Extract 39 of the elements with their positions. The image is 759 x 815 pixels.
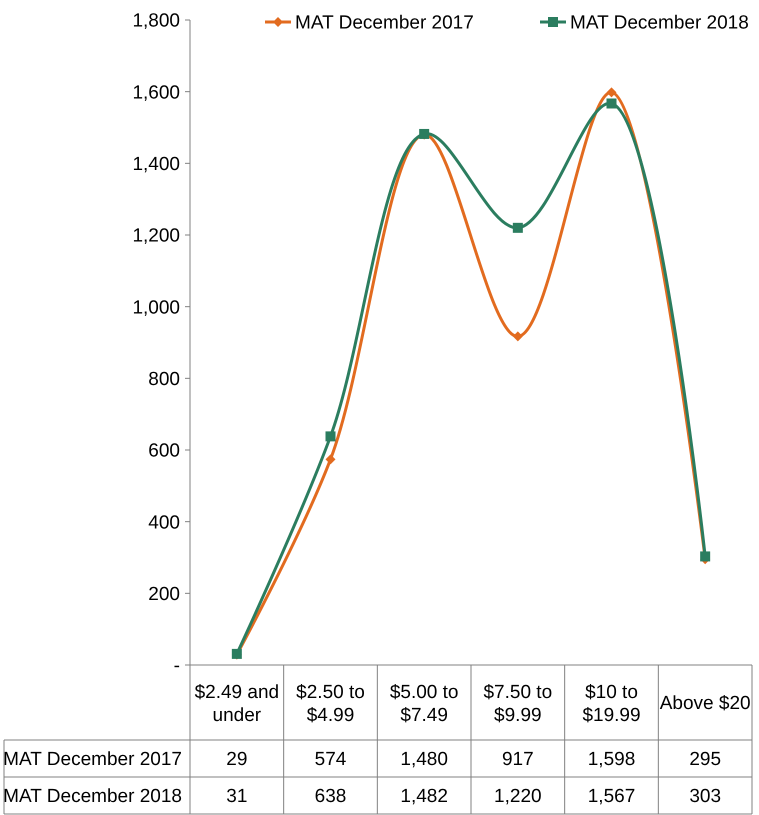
data-label: 1,482 — [400, 786, 448, 808]
data-label: 1,598 — [588, 749, 636, 770]
data-label: 303 — [689, 786, 722, 808]
point — [606, 98, 616, 108]
data-label: 29 — [226, 749, 248, 770]
text: MAT December 2018 — [3, 786, 182, 808]
y-tick-label: 1,200 — [132, 226, 180, 247]
y-tick-label: 1,600 — [132, 82, 180, 104]
y-tick-label: 1,400 — [132, 154, 180, 175]
y-tick-label: 400 — [148, 512, 180, 534]
point — [512, 222, 523, 233]
x-tick-label: $10 to $19.99 — [582, 682, 641, 726]
point — [700, 551, 710, 562]
legend-label: MAT December 2017 — [295, 12, 474, 34]
y-tick-label: 600 — [148, 440, 180, 462]
data-label: 1,220 — [494, 786, 542, 808]
data-label: 295 — [689, 749, 722, 770]
y-tick-label: 200 — [148, 584, 180, 605]
data-label: 574 — [314, 749, 347, 770]
y-tick-label: 1,800 — [132, 10, 180, 32]
y-tick-label: 800 — [148, 368, 180, 390]
x-tick-label: $2.49 and under — [194, 682, 280, 726]
data-label: 1,480 — [400, 749, 448, 770]
point — [326, 431, 336, 442]
y-tick-label: 1,000 — [132, 297, 180, 318]
data-label: 638 — [314, 786, 346, 808]
data-label: 1,567 — [588, 786, 636, 808]
x-tick-label: Above $20 — [660, 693, 751, 714]
x-tick-label: $2.50 to $4.99 — [296, 682, 365, 726]
point — [512, 331, 523, 342]
x-tick-label: $7.50 to $9.99 — [483, 682, 552, 726]
legend-label: MAT December 2018 — [570, 12, 749, 34]
x-tick-label: $5.00 to $7.49 — [390, 682, 459, 726]
point — [606, 87, 616, 98]
data-label: 31 — [226, 786, 248, 808]
text: MAT December 2017 — [3, 749, 182, 770]
y-tick-label: - — [174, 656, 180, 677]
point — [326, 454, 336, 464]
data-label: 917 — [502, 749, 534, 770]
